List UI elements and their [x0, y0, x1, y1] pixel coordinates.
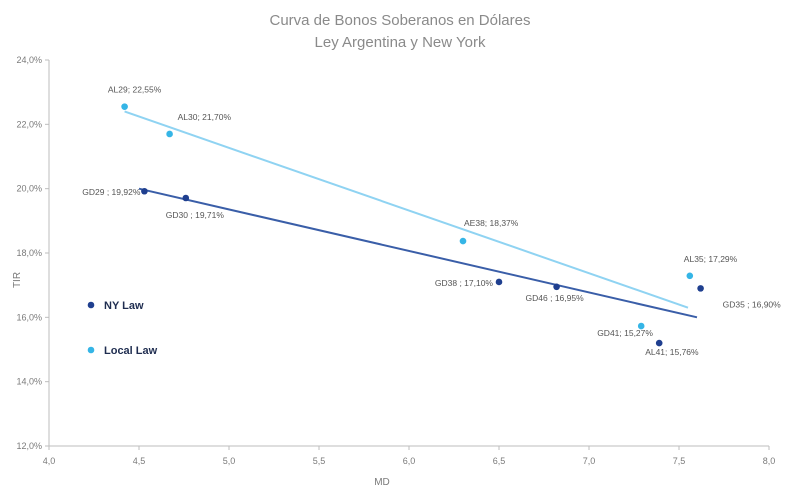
point-labels: GD29 ; 19,92% GD30 ; 19,71% GD38 ; 17,10% G… [82, 85, 781, 357]
x-tick-label: 7,5 [673, 456, 686, 466]
legend-marker [87, 301, 95, 309]
trend-line-ny-law [138, 187, 698, 319]
data-point [121, 103, 128, 110]
x-tick-label: 4,5 [133, 456, 146, 466]
data-label: AL35; 17,29% [684, 254, 738, 264]
data-label: GD29 ; 19,92% [82, 187, 141, 197]
legend: NY Law Local Law [87, 300, 158, 357]
y-tick-label: 20,0% [16, 184, 42, 194]
data-label: GD41; 15,27% [597, 328, 653, 338]
data-label: GD35 ; 16,90% [723, 299, 782, 309]
y-tick-label: 16,0% [16, 312, 42, 322]
chart-title-line-2: Ley Argentina y New York [315, 34, 486, 51]
x-axis-label: MD [374, 477, 390, 488]
y-tick-label: 22,0% [16, 119, 42, 129]
data-label: AL29; 22,55% [108, 85, 162, 95]
data-point [495, 278, 503, 286]
data-point [459, 237, 467, 245]
legend-marker [87, 346, 95, 354]
data-point [686, 272, 694, 280]
legend-label: Local Law [104, 345, 158, 357]
data-points [121, 103, 704, 347]
data-label: GD30 ; 19,71% [166, 210, 225, 220]
data-label: GD46 ; 16,95% [526, 293, 585, 303]
legend-label: NY Law [104, 300, 144, 312]
y-tick-label: 14,0% [16, 377, 42, 387]
x-tick-label: 7,0 [583, 456, 596, 466]
data-point [655, 339, 663, 347]
axes: 4,0 4,5 5,0 5,5 6,0 6,5 7,0 7,5 8,0 12,0% 14,0% 16,… [16, 55, 775, 466]
x-tick-label: 5,5 [313, 456, 326, 466]
x-tick-label: 6,0 [403, 456, 416, 466]
data-point [141, 187, 148, 195]
y-axis-label: TIR [12, 272, 23, 288]
data-point [166, 130, 173, 138]
y-tick-label: 18,0% [16, 248, 42, 258]
y-tick-label: 24,0% [16, 55, 42, 65]
y-tick-label: 12,0% [16, 441, 42, 451]
data-point [637, 322, 645, 330]
x-tick-label: 6,5 [493, 456, 506, 466]
data-point [553, 283, 560, 291]
data-point [697, 285, 704, 292]
chart-title-line-1: Curva de Bonos Soberanos en Dólares [270, 12, 531, 29]
trend-line-local-law [124, 110, 689, 309]
x-tick-label: 8,0 [763, 456, 776, 466]
data-label: GD38 ; 17,10% [435, 278, 494, 288]
data-label: AL30; 21,70% [178, 112, 232, 122]
trend-lines [124, 110, 698, 319]
data-label: AE38; 18,37% [464, 218, 519, 228]
data-label: AL41; 15,76% [645, 347, 699, 357]
data-point [182, 194, 190, 202]
x-tick-label: 4,0 [43, 456, 56, 466]
x-tick-label: 5,0 [223, 456, 236, 466]
